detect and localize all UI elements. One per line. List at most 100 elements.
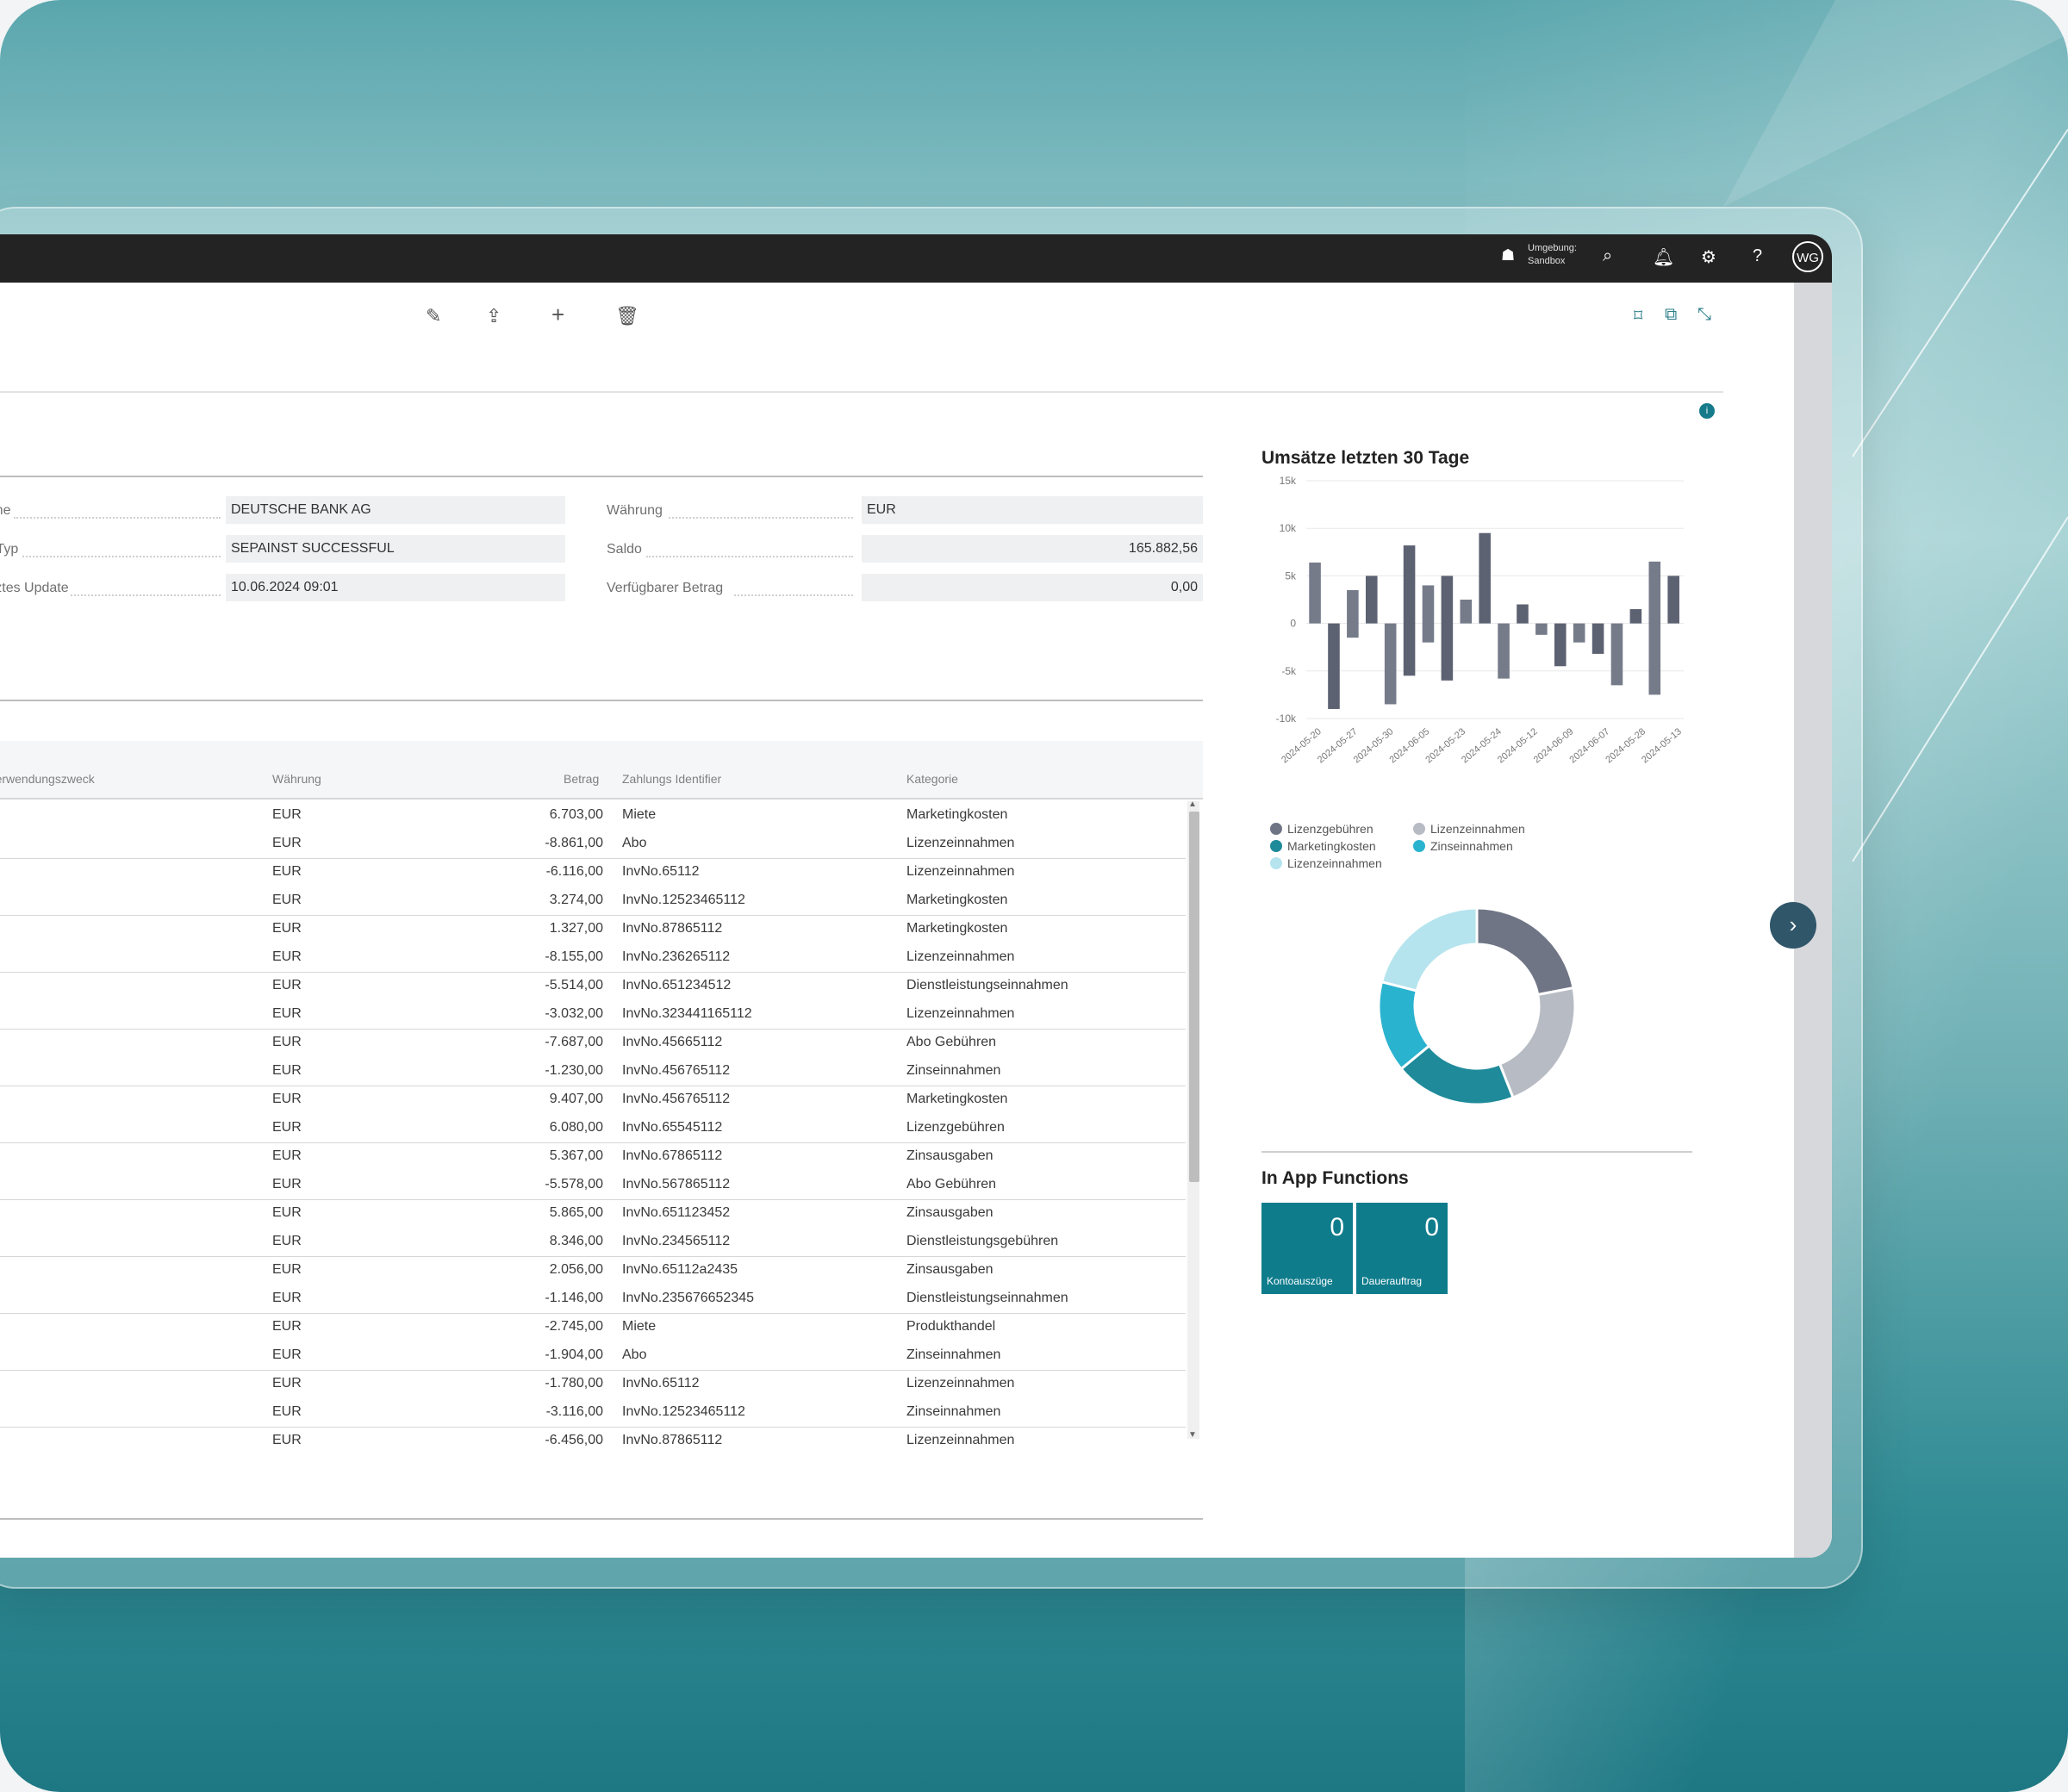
notification-bell-icon[interactable]: 🔔︎: [1653, 248, 1675, 267]
bar[interactable]: [1403, 545, 1416, 676]
cell-amount: -5.578,00: [545, 1177, 603, 1192]
collapse-icon[interactable]: ⤡: [1697, 305, 1711, 324]
donut-slice[interactable]: [1498, 986, 1577, 1099]
environment-indicator[interactable]: Umgebung: Sandbox: [1504, 242, 1581, 268]
bar[interactable]: [1460, 600, 1473, 624]
cell-category: Zinseinnahmen: [906, 1347, 1001, 1362]
table-row[interactable]: EUR -7.687,00 InvNo.45665112 Abo Gebühren: [0, 1029, 1186, 1057]
scroll-down-arrow-icon[interactable]: ▼: [1188, 1430, 1197, 1440]
bar[interactable]: [1347, 589, 1359, 638]
bookmark-icon[interactable]: ⌑: [1634, 307, 1643, 326]
table-row[interactable]: EUR 5.367,00 InvNo.67865112 Zinsausgaben: [0, 1142, 1186, 1171]
field-value-balance[interactable]: 165.882,56: [862, 535, 1203, 563]
bar[interactable]: [1629, 609, 1642, 624]
cell-payment-id: InvNo.12523465112: [622, 893, 745, 907]
column-header-currency[interactable]: Währung: [272, 772, 321, 786]
delete-trash-icon[interactable]: 🗑︎: [615, 305, 639, 327]
table-row[interactable]: EUR -8.861,00 Abo Lizenzeinnahmen: [0, 830, 1186, 859]
cell-amount: -1.904,00: [545, 1347, 603, 1362]
legend-item[interactable]: Lizenzgebühren: [1270, 822, 1373, 836]
bar[interactable]: [1365, 576, 1378, 624]
field-dots: [71, 594, 221, 596]
field-value-currency[interactable]: EUR: [862, 496, 1203, 524]
legend-item[interactable]: Lizenzeinnahmen: [1413, 822, 1525, 836]
table-row[interactable]: EUR -5.578,00 InvNo.567865112 Abo Gebühren: [0, 1171, 1186, 1200]
column-header-payment-id[interactable]: Zahlungs Identifier: [622, 772, 722, 786]
info-icon[interactable]: i: [1699, 403, 1715, 419]
field-value-bankname[interactable]: DEUTSCHE BANK AG: [226, 496, 565, 524]
table-row[interactable]: EUR 1.327,00 InvNo.87865112 Marketingkosten: [0, 915, 1186, 943]
scroll-up-arrow-icon[interactable]: ▲: [1188, 800, 1197, 809]
bar[interactable]: [1498, 623, 1510, 679]
add-plus-icon[interactable]: +: [551, 302, 565, 327]
table-row[interactable]: EUR -1.230,00 InvNo.456765112 Zinseinnahmen: [0, 1057, 1186, 1086]
tile-standing-order[interactable]: 0 Dauerauftrag: [1356, 1203, 1448, 1294]
column-header-purpose[interactable]: Verwendungszweck: [0, 772, 95, 786]
y-tick-label: -5k: [1281, 665, 1297, 677]
bar[interactable]: [1573, 623, 1585, 643]
bar[interactable]: [1517, 604, 1529, 624]
open-new-window-icon[interactable]: ⧉: [1665, 305, 1678, 324]
gear-icon[interactable]: ⚙: [1701, 248, 1716, 267]
table-row[interactable]: EUR 8.346,00 InvNo.234565112 Dienstleistung…: [0, 1228, 1186, 1257]
bar[interactable]: [1328, 623, 1340, 709]
table-row[interactable]: EUR -2.745,00 Miete Produkthandel: [0, 1313, 1186, 1341]
table-row[interactable]: EUR -3.116,00 InvNo.12523465112 Zinseinnahm…: [0, 1398, 1186, 1428]
cell-payment-id: InvNo.236265112: [622, 949, 731, 964]
bar[interactable]: [1610, 623, 1623, 686]
table-row[interactable]: EUR -1.780,00 InvNo.65112 Lizenzeinnahmen: [0, 1370, 1186, 1398]
tile-account-statements[interactable]: 0 Kontoauszüge: [1261, 1203, 1353, 1294]
donut-slice[interactable]: [1380, 906, 1479, 992]
bar[interactable]: [1441, 576, 1454, 681]
cell-category: Dienstleistungsgebühren: [906, 1234, 1059, 1248]
cell-currency: EUR: [272, 1404, 302, 1419]
legend-item[interactable]: Zinseinnahmen: [1413, 839, 1513, 853]
bar[interactable]: [1591, 623, 1604, 654]
bar[interactable]: [1479, 532, 1491, 624]
table-row[interactable]: EUR -3.032,00 InvNo.323441165112 Lizenzeinn…: [0, 1000, 1186, 1030]
bar[interactable]: [1535, 623, 1548, 635]
share-icon[interactable]: ⇪: [486, 305, 502, 327]
bar[interactable]: [1422, 585, 1435, 643]
field-value-available-amount[interactable]: 0,00: [862, 574, 1203, 601]
table-row[interactable]: EUR 2.056,00 InvNo.65112a2435 Zinsausgaben: [0, 1256, 1186, 1285]
search-icon[interactable]: ⌕: [1603, 246, 1613, 265]
donut-slice[interactable]: [1475, 906, 1575, 997]
help-icon[interactable]: ?: [1753, 246, 1763, 265]
user-avatar[interactable]: WG: [1792, 241, 1823, 272]
column-header-category[interactable]: Kategorie: [906, 772, 958, 786]
table-row[interactable]: EUR 5.865,00 InvNo.651123452 Zinsausgaben: [0, 1199, 1186, 1228]
table-row[interactable]: EUR 6.080,00 InvNo.65545112 Lizenzgebühren: [0, 1114, 1186, 1143]
column-header-amount[interactable]: Betrag: [564, 772, 600, 786]
table-scrollbar-thumb[interactable]: [1189, 812, 1199, 1182]
field-value-status-type[interactable]: SEPAINST SUCCESSFUL: [226, 535, 565, 563]
cell-payment-id: InvNo.67865112: [622, 1148, 723, 1163]
table-row[interactable]: EUR 3.274,00 InvNo.12523465112 Marketingkos…: [0, 887, 1186, 916]
table-row[interactable]: EUR -6.116,00 InvNo.65112 Lizenzeinnahmen: [0, 858, 1186, 887]
table-row[interactable]: EUR -6.456,00 InvNo.87865112 Lizenzeinnahme…: [0, 1427, 1186, 1455]
table-row[interactable]: EUR -5.514,00 InvNo.651234512 Dienstleistun…: [0, 972, 1186, 1000]
bar[interactable]: [1384, 623, 1397, 705]
cell-amount: -3.032,00: [545, 1006, 603, 1021]
expand-panel-chevron-icon[interactable]: ›: [1770, 902, 1816, 949]
field-value-last-update[interactable]: 10.06.2024 09:01: [226, 574, 565, 601]
cell-amount: 1.327,00: [549, 921, 603, 936]
bar[interactable]: [1667, 576, 1679, 624]
edit-pencil-icon[interactable]: ✎: [426, 305, 442, 327]
table-row[interactable]: EUR -1.146,00 InvNo.235676652345 Dienstleis…: [0, 1285, 1186, 1314]
field-label-last-update: Letztes Update: [0, 581, 69, 595]
legend-item[interactable]: Lizenzeinnahmen: [1270, 856, 1382, 870]
bar[interactable]: [1648, 561, 1661, 695]
cell-category: Marketingkosten: [906, 807, 1008, 822]
cell-category: Marketingkosten: [906, 1092, 1008, 1106]
cell-payment-id: InvNo.65112: [622, 1376, 700, 1391]
table-row[interactable]: EUR -8.155,00 InvNo.236265112 Lizenzeinnahm…: [0, 943, 1186, 973]
bar[interactable]: [1309, 562, 1321, 624]
cell-currency: EUR: [272, 978, 302, 992]
table-row[interactable]: EUR 9.407,00 InvNo.456765112 Marketingkoste…: [0, 1086, 1186, 1114]
bar[interactable]: [1554, 623, 1567, 667]
table-row[interactable]: EUR 6.703,00 Miete Marketingkosten: [0, 801, 1186, 830]
table-row[interactable]: EUR -1.904,00 Abo Zinseinnahmen: [0, 1341, 1186, 1371]
legend-item[interactable]: Marketingkosten: [1270, 839, 1376, 853]
